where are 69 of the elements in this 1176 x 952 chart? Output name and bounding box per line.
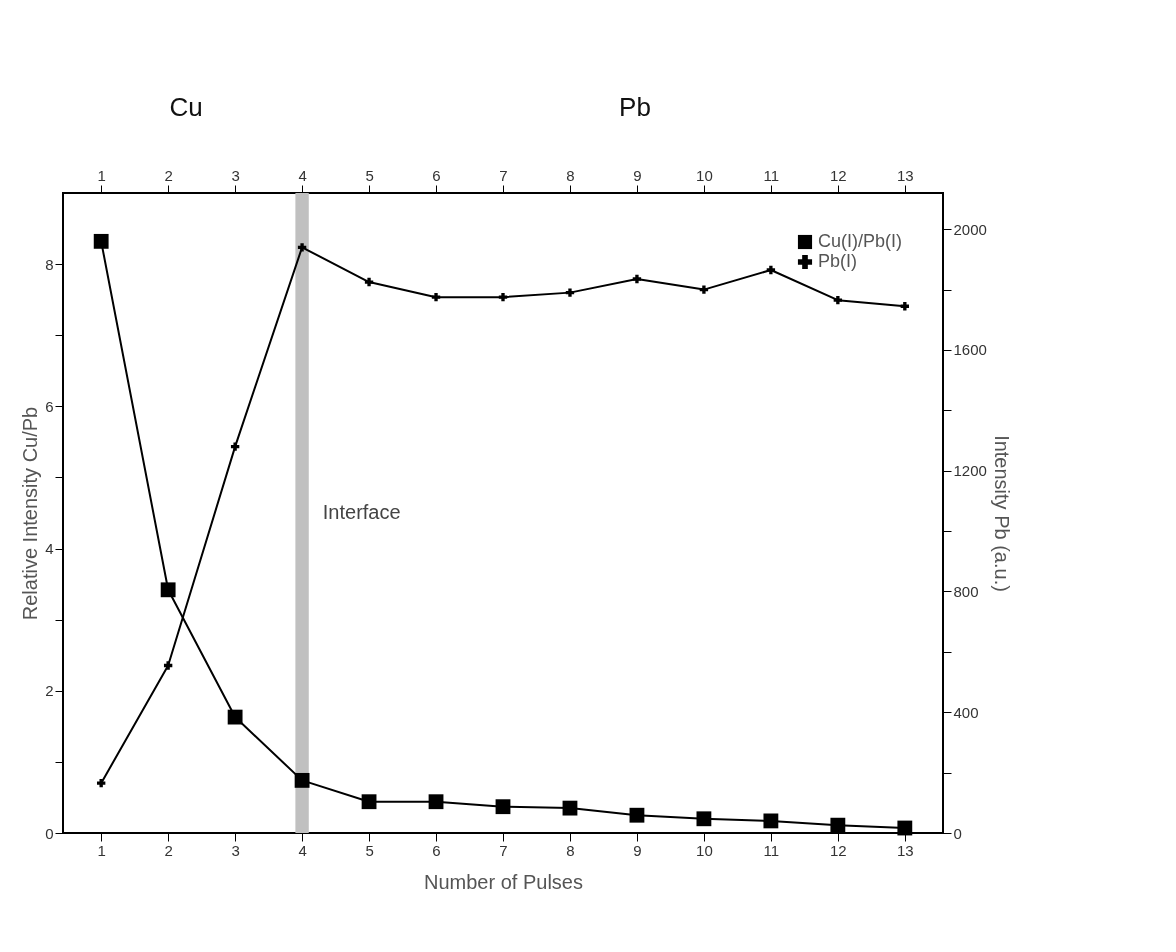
point: [699, 285, 709, 294]
point: [632, 274, 642, 284]
x-axis-title: Number of Pulses: [424, 870, 583, 893]
point: [498, 292, 508, 302]
y2-tick-label: 1200: [953, 462, 987, 480]
y2-tick-label: 0: [953, 824, 962, 842]
y2-tick-label: 800: [953, 582, 979, 600]
point: [230, 442, 240, 451]
y-tick-label: 4: [45, 540, 54, 558]
x2-tick-label: 6: [432, 166, 441, 184]
x-tick-label: 10: [696, 841, 713, 859]
y-tick-label: 0: [45, 824, 54, 842]
point: [227, 709, 243, 725]
point: [297, 243, 307, 252]
x2-tick-label: 4: [298, 166, 307, 184]
point: [833, 295, 843, 305]
point: [93, 233, 109, 249]
x-tick-label: 1: [97, 841, 106, 859]
y2-tick-label: 400: [953, 703, 979, 721]
x-tick-label: 2: [164, 841, 173, 859]
point: [160, 582, 176, 598]
point: [696, 811, 712, 827]
x2-tick-label: 3: [231, 166, 240, 184]
legend-label: Cu(I)/Pb(I): [818, 231, 903, 251]
point: [361, 794, 377, 810]
y-axis-title: Relative Intensity Cu/Pb: [19, 406, 42, 621]
point: [294, 772, 310, 788]
y2-tick-label: 2000: [953, 220, 987, 238]
point: [830, 817, 846, 833]
point: [364, 277, 374, 287]
point: [766, 265, 776, 275]
x-tick-label: 11: [763, 841, 780, 859]
point: [897, 820, 913, 836]
x2-tick-label: 10: [696, 166, 713, 184]
x2-tick-label: 9: [633, 166, 642, 184]
x-tick-label: 8: [566, 841, 575, 859]
y2-axis-title: Intensity Pb (a.u.): [990, 435, 1013, 592]
x2-tick-label: 11: [763, 166, 780, 184]
point: [431, 292, 441, 302]
x-tick-label: 5: [365, 841, 374, 859]
point: [163, 661, 173, 670]
x-tick-label: 7: [499, 841, 508, 859]
x2-tick-label: 1: [97, 166, 106, 184]
x2-tick-label: 2: [164, 166, 173, 184]
x2-tick-label: 7: [499, 166, 508, 184]
x-tick-label: 13: [896, 841, 914, 859]
text: Cu: [169, 92, 203, 122]
y2-tick-label: 1600: [953, 341, 987, 359]
point: [495, 799, 511, 815]
x-tick-label: 4: [298, 841, 307, 859]
point: [763, 813, 779, 829]
x-tick-label: 9: [633, 841, 642, 859]
text: Pb: [619, 92, 651, 122]
x2-tick-label: 5: [365, 166, 374, 184]
y-tick-label: 2: [45, 682, 54, 700]
x2-tick-label: 8: [566, 166, 575, 184]
point: [565, 288, 575, 297]
x-tick-label: 3: [231, 841, 240, 859]
point: [562, 800, 578, 816]
x2-tick-label: 13: [896, 166, 914, 184]
band-label: Interface: [322, 501, 401, 523]
x-tick-label: 6: [432, 841, 441, 859]
point: [629, 807, 645, 823]
legend-label: Pb(I): [818, 251, 858, 271]
x2-tick-label: 12: [830, 166, 847, 184]
point: [428, 794, 444, 810]
y-tick-label: 8: [45, 255, 54, 273]
x-tick-label: 12: [830, 841, 847, 859]
y-tick-label: 6: [45, 397, 54, 415]
